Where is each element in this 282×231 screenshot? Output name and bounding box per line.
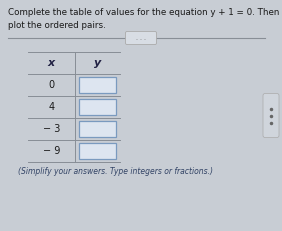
FancyBboxPatch shape: [263, 94, 279, 137]
Text: plot the ordered pairs.: plot the ordered pairs.: [8, 21, 106, 30]
Text: (Simplify your answers. Type integers or fractions.): (Simplify your answers. Type integers or…: [18, 167, 213, 176]
Text: − 3: − 3: [43, 124, 60, 134]
Bar: [79, 77, 116, 93]
Text: − 9: − 9: [43, 146, 60, 156]
Text: y: y: [94, 58, 101, 68]
Text: Complete the table of values for the equation y + 1 = 0. Then: Complete the table of values for the equ…: [8, 8, 279, 17]
Text: . . .: . . .: [136, 36, 146, 40]
Bar: [79, 143, 116, 159]
Text: 0: 0: [49, 80, 54, 90]
Text: 4: 4: [49, 102, 54, 112]
Text: x: x: [48, 58, 55, 68]
Bar: [79, 99, 116, 115]
Bar: [79, 121, 116, 137]
FancyBboxPatch shape: [125, 31, 157, 45]
